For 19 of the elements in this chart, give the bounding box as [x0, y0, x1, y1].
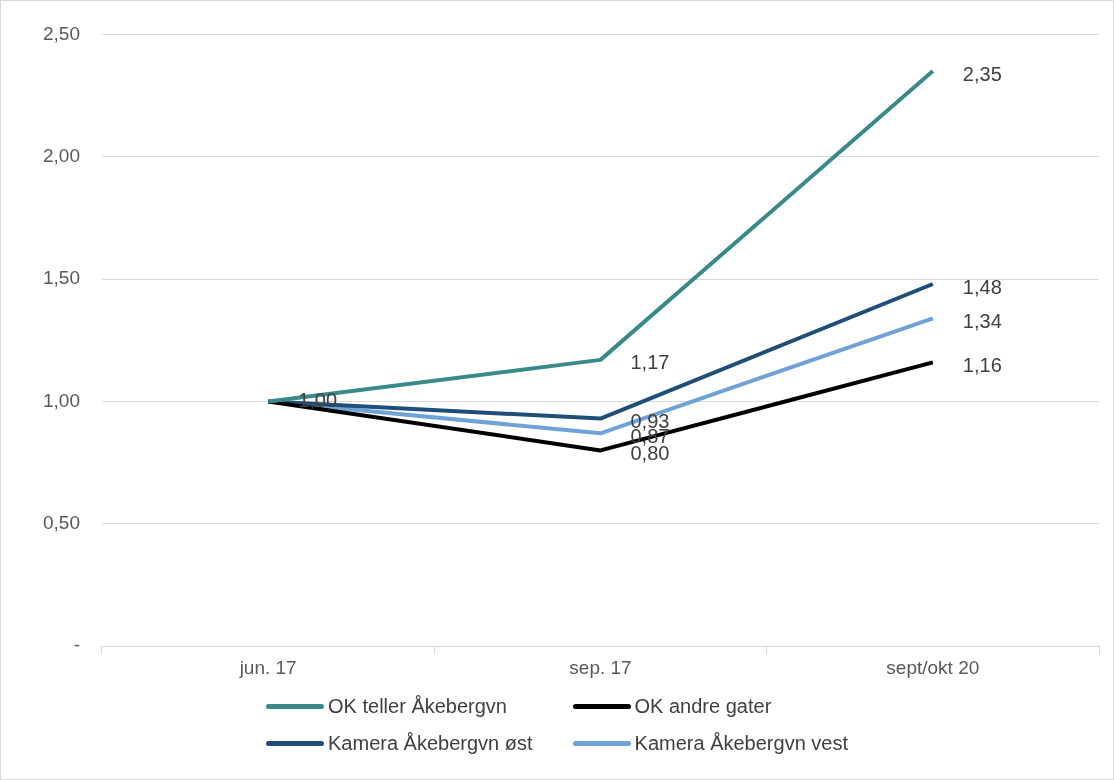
y-tick-label: -: [73, 634, 80, 656]
x-tick-label: jun. 17: [238, 656, 297, 678]
legend-label: OK andre gater: [634, 695, 772, 718]
legend-label: Kamera Åkebergvn øst: [328, 732, 533, 755]
data-label: 1,17: [630, 351, 670, 374]
y-tick-label: 2,00: [43, 144, 80, 166]
y-tick-label: 1,00: [43, 389, 80, 411]
data-label: 1,16: [962, 353, 1002, 376]
data-label: 1,34: [962, 309, 1002, 332]
y-tick-label: 0,50: [43, 512, 80, 534]
y-tick-label: 2,50: [43, 22, 80, 44]
data-label: 1,00: [298, 389, 338, 411]
y-tick-label: 1,50: [43, 267, 80, 289]
legend-label: OK teller Åkebergvn: [328, 695, 507, 718]
x-tick-label: sept/okt 20: [886, 656, 980, 678]
x-tick-label: sep. 17: [569, 656, 632, 678]
legend-label: Kamera Åkebergvn vest: [634, 732, 848, 755]
data-label: 1,48: [962, 275, 1002, 298]
data-label: 2,35: [962, 62, 1002, 85]
